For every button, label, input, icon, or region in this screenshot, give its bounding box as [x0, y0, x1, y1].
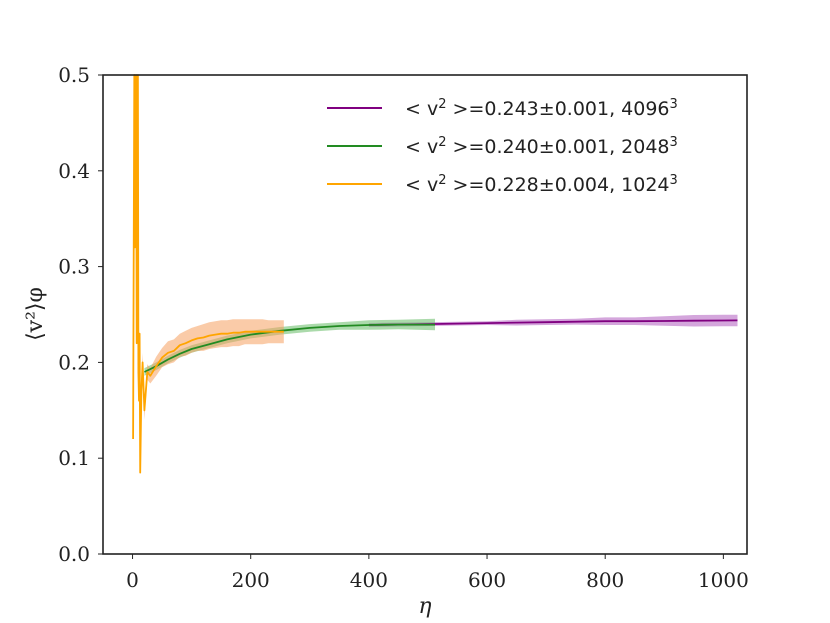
- y-tick-label: 0.5: [58, 63, 90, 87]
- y-tick-label: 0.4: [58, 159, 90, 183]
- x-tick-label: 400: [350, 568, 388, 592]
- legend: < v2 >=0.243±0.001, 40963 < v2 >=0.240±0.…: [327, 97, 678, 197]
- y-tick-label: 0.0: [58, 542, 90, 566]
- plot-area: [103, 75, 747, 554]
- y-axis-title: ⟨v²⟩φ: [23, 287, 48, 341]
- legend-entry-2: < v2 >=0.228±0.004, 10243: [405, 173, 678, 197]
- plot-frame: [102, 74, 748, 555]
- series-line-2: [132, 74, 284, 474]
- legend-entry-1: < v2 >=0.240±0.001, 20483: [405, 135, 678, 159]
- y-tick-label: 0.1: [58, 446, 90, 470]
- series-lines: [132, 74, 738, 474]
- x-tick-label: 600: [468, 568, 506, 592]
- y-tick-label: 0.3: [58, 255, 90, 279]
- x-axis-title: η: [418, 594, 431, 619]
- series-line-1: [144, 323, 435, 373]
- legend-entry-0: < v2 >=0.243±0.001, 40963: [405, 97, 678, 121]
- x-tick-label: 800: [586, 568, 624, 592]
- y-tick-label: 0.2: [58, 350, 90, 374]
- x-tick-label: 1000: [698, 568, 749, 592]
- x-axis-ticks: 0 200 400 600 800 1000: [126, 554, 749, 592]
- x-tick-label: 0: [126, 568, 139, 592]
- y-axis-ticks: 0.0 0.1 0.2 0.3 0.4 0.5: [58, 63, 103, 566]
- x-tick-label: 200: [232, 568, 270, 592]
